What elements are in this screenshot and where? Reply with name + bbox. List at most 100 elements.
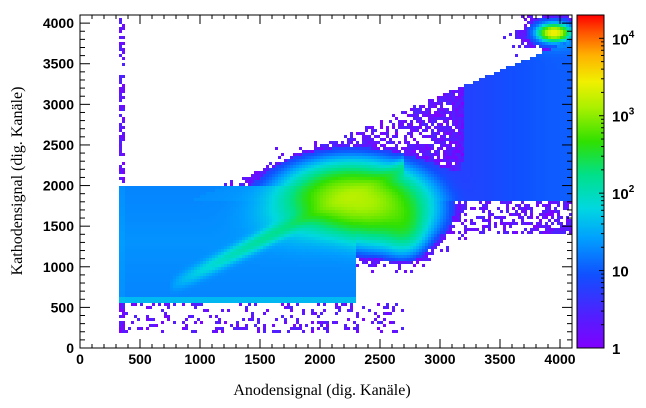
heatmap-cell [248, 231, 251, 234]
heatmap-cell [353, 165, 356, 168]
heatmap-cell [470, 108, 473, 111]
heatmap-cell [536, 114, 539, 117]
heatmap-cell [530, 33, 533, 36]
heatmap-cell [269, 201, 272, 204]
heatmap-cell [470, 111, 473, 114]
heatmap-cell [506, 180, 509, 183]
heatmap-cell [197, 231, 200, 234]
heatmap-cell [464, 135, 467, 138]
heatmap-cell [566, 216, 569, 219]
heatmap-cell [143, 228, 146, 231]
heatmap-cell [536, 168, 539, 171]
heatmap-cell [521, 84, 524, 87]
heatmap-cell [314, 204, 317, 207]
heatmap-cell [494, 87, 497, 90]
heatmap-cell [134, 198, 137, 201]
heatmap-cell [491, 213, 494, 216]
heatmap-cell [539, 57, 542, 60]
heatmap-cell [332, 141, 335, 144]
heatmap-cell [365, 195, 368, 198]
heatmap-cell [443, 219, 446, 222]
heatmap-cell [293, 219, 296, 222]
heatmap-cell [398, 186, 401, 189]
heatmap-cell [416, 114, 419, 117]
heatmap-cell [566, 117, 569, 120]
heatmap-cell [521, 99, 524, 102]
heatmap-cell [398, 156, 401, 159]
heatmap-cell [179, 213, 182, 216]
heatmap-cell [284, 195, 287, 198]
heatmap-cell [440, 123, 443, 126]
heatmap-cell [416, 207, 419, 210]
heatmap-cell [539, 114, 542, 117]
heatmap-cell [440, 96, 443, 99]
heatmap-cell [377, 213, 380, 216]
heatmap-cell [521, 123, 524, 126]
heatmap-cell [536, 135, 539, 138]
heatmap-cell [314, 162, 317, 165]
heatmap-cell [557, 129, 560, 132]
heatmap-cell [335, 177, 338, 180]
heatmap-cell [506, 102, 509, 105]
heatmap-cell [224, 186, 227, 189]
heatmap-cell [491, 168, 494, 171]
heatmap-cell [299, 177, 302, 180]
heatmap-cell [569, 84, 572, 87]
heatmap-cell [416, 204, 419, 207]
heatmap-cell [323, 228, 326, 231]
heatmap-cell [467, 162, 470, 165]
heatmap-cell [131, 213, 134, 216]
heatmap-cell [455, 150, 458, 153]
heatmap-cell [443, 108, 446, 111]
heatmap-cell [413, 156, 416, 159]
heatmap-cell [539, 75, 542, 78]
heatmap-cell [434, 201, 437, 204]
heatmap-cell [533, 192, 536, 195]
heatmap-cell [407, 216, 410, 219]
heatmap-cell [434, 228, 437, 231]
heatmap-cell [212, 186, 215, 189]
heatmap-cell [560, 30, 563, 33]
heatmap-cell [494, 84, 497, 87]
heatmap-cell [416, 213, 419, 216]
heatmap-cell [386, 165, 389, 168]
heatmap-cell [536, 186, 539, 189]
heatmap-cell [530, 147, 533, 150]
heatmap-cell [194, 189, 197, 192]
heatmap-cell [557, 54, 560, 57]
heatmap-cell [188, 225, 191, 228]
heatmap-cell [560, 180, 563, 183]
heatmap-cell [239, 216, 242, 219]
heatmap-cell [503, 222, 506, 225]
heatmap-cell [125, 225, 128, 228]
heatmap-cell [380, 126, 383, 129]
heatmap-cell [119, 93, 122, 96]
heatmap-cell [344, 165, 347, 168]
heatmap-cell [302, 225, 305, 228]
heatmap-cell [257, 201, 260, 204]
heatmap-cell [506, 99, 509, 102]
heatmap-cell [539, 93, 542, 96]
heatmap-cell [473, 153, 476, 156]
heatmap-cell [443, 177, 446, 180]
heatmap-cell [539, 153, 542, 156]
heatmap-cell [197, 201, 200, 204]
heatmap-cell [557, 135, 560, 138]
heatmap-cell [350, 135, 353, 138]
heatmap-cell [335, 222, 338, 225]
heatmap-cell [566, 147, 569, 150]
heatmap-cell [476, 129, 479, 132]
heatmap-cell [257, 222, 260, 225]
heatmap-cell [566, 63, 569, 66]
heatmap-cell [563, 99, 566, 102]
heatmap-cell [368, 180, 371, 183]
heatmap-cell [134, 201, 137, 204]
heatmap-cell [479, 162, 482, 165]
heatmap-cell [542, 174, 545, 177]
heatmap-cell [359, 207, 362, 210]
heatmap-cell [194, 207, 197, 210]
heatmap-cell [326, 183, 329, 186]
heatmap-cell [176, 195, 179, 198]
heatmap-cell [533, 60, 536, 63]
heatmap-cell [119, 219, 122, 222]
